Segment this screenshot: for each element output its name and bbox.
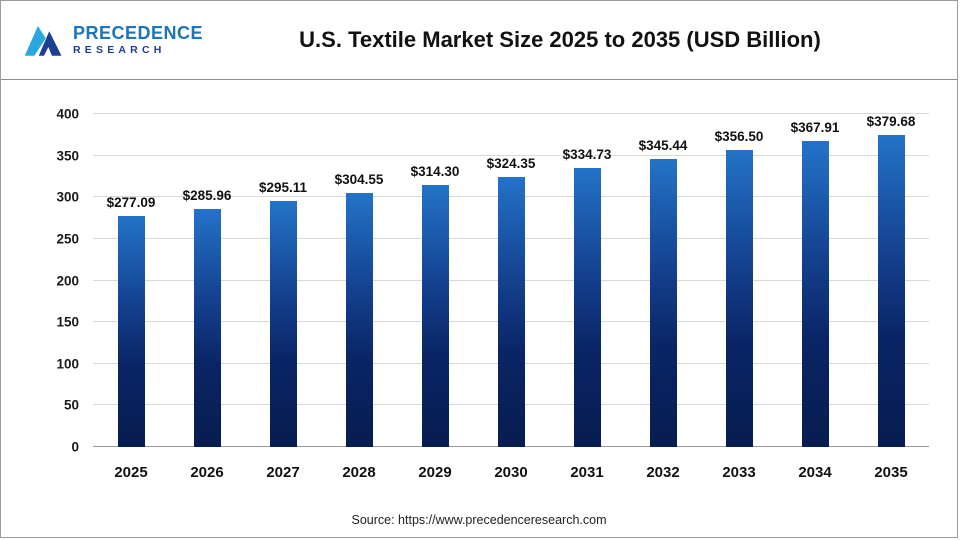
bar-value-label-2025: $277.09 xyxy=(106,195,156,211)
x-axis-label-2031: 2031 xyxy=(570,463,604,481)
plot-area: $277.09 $285.96 $295.11 $304.55 $314.30 $324.… xyxy=(56,107,929,455)
y-axis-tick-300: 300 xyxy=(56,189,79,205)
y-axis-tick-50: 50 xyxy=(63,397,79,413)
bar-column-2032: $345.44 xyxy=(625,114,701,447)
x-axis-label-2035: 2035 xyxy=(874,463,908,481)
x-axis-label-2027: 2027 xyxy=(266,463,300,481)
bar-2028 xyxy=(345,193,373,447)
bar-value-label-2028: $304.55 xyxy=(334,172,384,188)
bar-column-2027: $295.11 xyxy=(245,114,321,447)
bar-column-2025: $277.09 xyxy=(93,114,169,447)
bar-column-2034: $367.91 xyxy=(777,114,853,447)
x-axis-label-2034: 2034 xyxy=(798,463,832,481)
bar-value-label-2027: $295.11 xyxy=(258,180,308,196)
x-axis-label-2025: 2025 xyxy=(114,463,148,481)
bar-value-label-2031: $334.73 xyxy=(562,147,612,163)
bar-2035 xyxy=(877,135,905,447)
bar-value-label-2034: $367.91 xyxy=(790,119,840,135)
bar-2026 xyxy=(193,208,221,447)
y-axis-tick-350: 350 xyxy=(56,148,79,164)
x-axis-label-2032: 2032 xyxy=(646,463,680,481)
logo-line1: PRECEDENCE xyxy=(73,23,204,44)
precedence-research-logo: PRECEDENCE RESEARCH xyxy=(1,20,213,60)
x-axis: 2025 2026 2027 2028 2029 2030 2031 2032 2033 2034… xyxy=(93,459,929,485)
y-axis-tick-400: 400 xyxy=(56,106,79,122)
gridline-350 xyxy=(93,154,929,156)
bar-2030 xyxy=(497,176,525,447)
gridline-400 xyxy=(93,113,929,114)
bar-value-label-2032: $345.44 xyxy=(638,138,688,154)
header: PRECEDENCE RESEARCH U.S. Textile Market … xyxy=(1,1,957,80)
bar-chart: $277.09 $285.96 $295.11 $304.55 $314.30 $324.… xyxy=(1,80,957,537)
bar-value-label-2029: $314.30 xyxy=(410,164,460,180)
bar-column-2026: $285.96 xyxy=(169,114,245,447)
x-axis-label-2028: 2028 xyxy=(342,463,376,481)
bar-column-2030: $324.35 xyxy=(473,114,549,447)
bar-column-2028: $304.55 xyxy=(321,114,397,447)
bar-value-label-2035: $379.68 xyxy=(866,114,916,129)
bar-2029 xyxy=(421,185,449,447)
chart-title: U.S. Textile Market Size 2025 to 2035 (U… xyxy=(299,27,821,52)
bars-row: $277.09 $285.96 $295.11 $304.55 $314.30 $324.… xyxy=(93,114,929,447)
bar-2034 xyxy=(801,140,829,447)
x-axis-label-2030: 2030 xyxy=(494,463,528,481)
bar-2032 xyxy=(649,159,677,447)
y-axis-tick-100: 100 xyxy=(56,356,79,372)
bar-2025 xyxy=(117,216,145,447)
bar-column-2031: $334.73 xyxy=(549,114,625,447)
y-axis-tick-200: 200 xyxy=(56,273,79,288)
y-axis-tick-150: 150 xyxy=(56,314,79,330)
x-axis-label-2029: 2029 xyxy=(418,463,452,481)
bar-column-2033: $356.50 xyxy=(701,114,777,447)
bar-column-2029: $314.30 xyxy=(397,114,473,447)
bar-column-2035: $379.68 xyxy=(853,114,929,447)
bar-value-label-2026: $285.96 xyxy=(182,187,232,203)
logo-arrow-icon xyxy=(24,26,62,56)
source-text: Source: https://www.precedenceresearch.c… xyxy=(351,513,607,527)
logo-text: PRECEDENCE RESEARCH xyxy=(73,24,203,56)
bar-value-label-2033: $356.50 xyxy=(714,129,764,145)
y-axis-tick-0: 0 xyxy=(71,439,79,455)
bar-2027 xyxy=(269,201,297,447)
bar-2031 xyxy=(573,168,601,447)
bar-value-label-2030: $324.35 xyxy=(486,155,536,171)
x-axis-label-2033: 2033 xyxy=(722,463,756,481)
logo-line2: RESEARCH xyxy=(73,43,166,56)
y-axis-tick-250: 250 xyxy=(56,231,79,247)
x-axis-label-2026: 2026 xyxy=(190,463,224,481)
bar-2033 xyxy=(725,150,753,447)
